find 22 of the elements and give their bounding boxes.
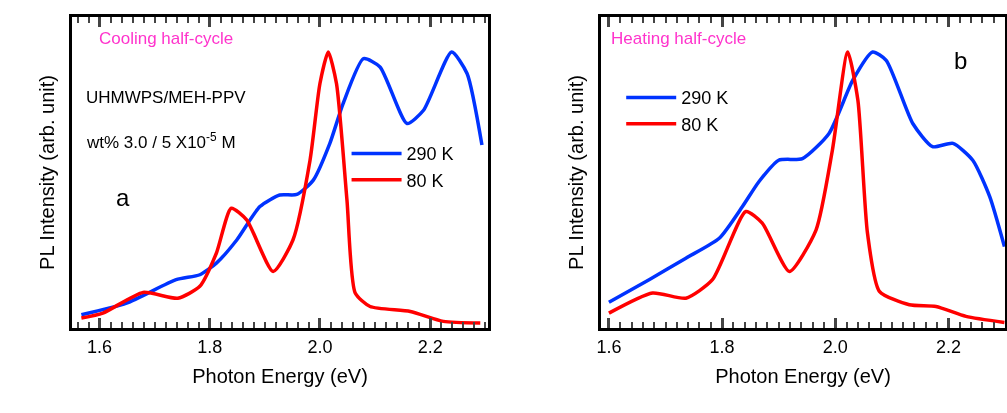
x-tick-label: 2.0 bbox=[822, 336, 848, 357]
x-tick-label: 1.6 bbox=[596, 336, 622, 357]
x-tick-label: 2.2 bbox=[935, 336, 961, 357]
annotation: a bbox=[116, 184, 130, 211]
x-tick-label: 1.6 bbox=[87, 336, 113, 357]
annotation: UHMWPS/MEH-PPV bbox=[86, 88, 247, 107]
x-tick-label: 1.8 bbox=[709, 336, 735, 357]
text: Cooling half-cycle bbox=[99, 29, 234, 48]
x-axis-title: Photon Energy (eV) bbox=[192, 365, 368, 388]
legend-label: 80 K bbox=[406, 170, 444, 191]
x-axis-title: Photon Energy (eV) bbox=[715, 365, 891, 388]
y-axis-title: PL Intensity (arb. unit) bbox=[564, 75, 587, 270]
annotation: wt% 3.0 / 5 X10$^{-5}$ M bbox=[86, 130, 236, 153]
y-axis-title: PL Intensity (arb. unit) bbox=[35, 75, 58, 270]
text: Heating half-cycle bbox=[611, 29, 747, 48]
x-tick-label: 1.8 bbox=[197, 336, 223, 357]
x-tick-label: 2.2 bbox=[417, 336, 443, 357]
legend-label: 290 K bbox=[681, 88, 729, 109]
legend-label: 290 K bbox=[406, 144, 454, 165]
legend-label: 80 K bbox=[681, 114, 719, 135]
x-tick-label: 2.0 bbox=[307, 336, 333, 357]
annotation: b bbox=[954, 47, 968, 74]
